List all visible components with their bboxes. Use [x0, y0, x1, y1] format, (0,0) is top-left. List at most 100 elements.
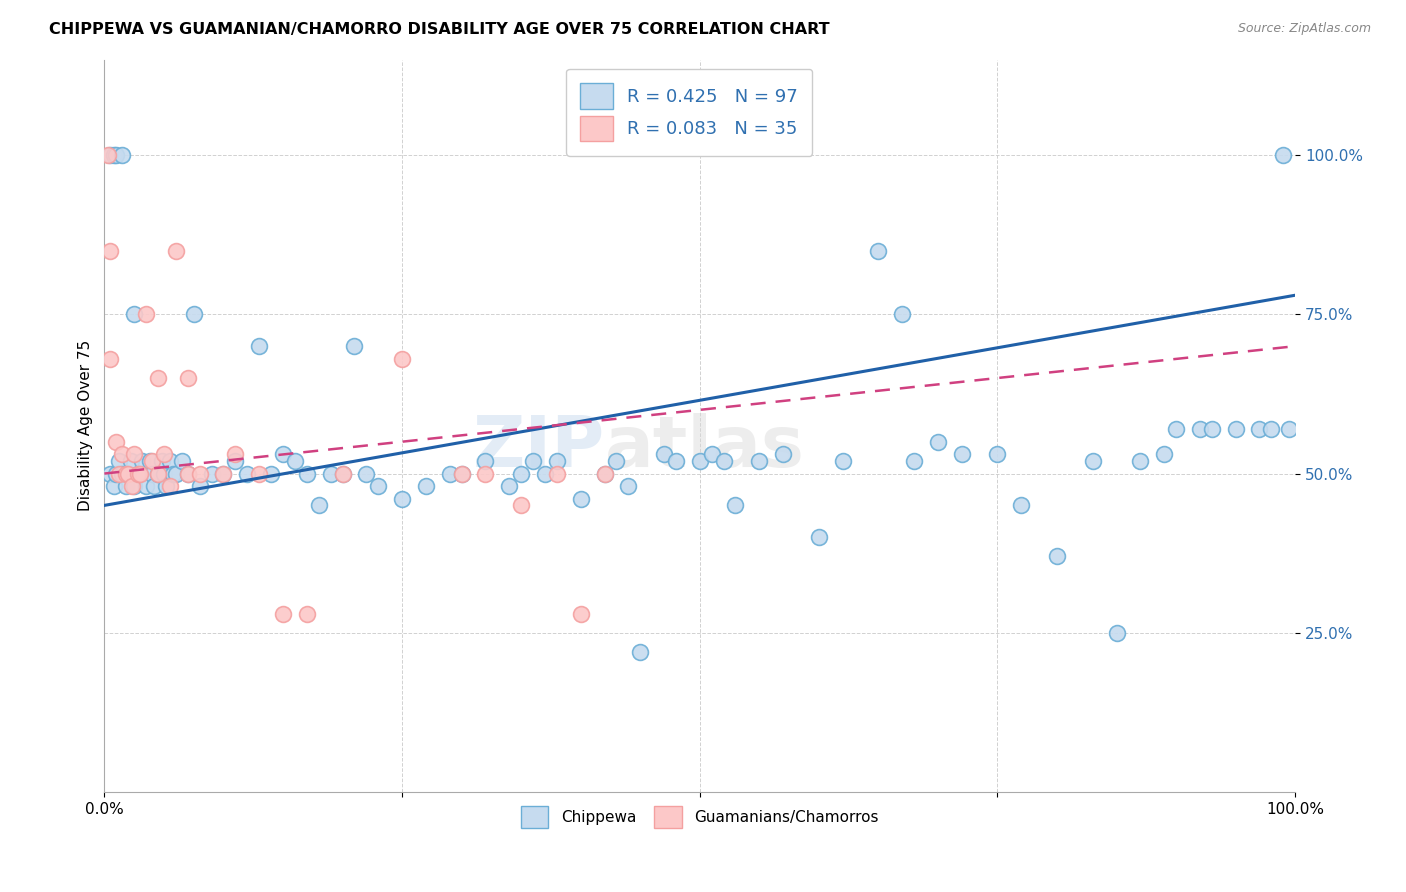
Point — [546, 467, 568, 481]
Point — [121, 479, 143, 493]
Point — [1278, 422, 1301, 436]
Point — [105, 467, 128, 481]
Point — [271, 447, 294, 461]
Point — [605, 454, 627, 468]
Point — [188, 479, 211, 493]
Point — [450, 467, 472, 481]
Point — [105, 148, 128, 162]
Point — [891, 307, 914, 321]
Point — [131, 454, 153, 468]
Point — [308, 499, 330, 513]
Point — [713, 454, 735, 468]
Point — [1129, 454, 1152, 468]
Point — [153, 467, 176, 481]
Point — [1046, 549, 1069, 564]
Point — [117, 467, 139, 481]
Point — [652, 447, 675, 461]
Point — [177, 371, 200, 385]
Point — [439, 467, 461, 481]
Point — [534, 467, 557, 481]
Point — [1260, 422, 1282, 436]
Legend: Chippewa, Guamanians/Chamorros: Chippewa, Guamanians/Chamorros — [513, 798, 886, 836]
Point — [224, 454, 246, 468]
Point — [103, 479, 125, 493]
Point — [1188, 422, 1211, 436]
Point — [295, 607, 318, 621]
Point — [107, 454, 129, 468]
Point — [1153, 447, 1175, 461]
Text: Source: ZipAtlas.com: Source: ZipAtlas.com — [1237, 22, 1371, 36]
Point — [415, 479, 437, 493]
Point — [367, 479, 389, 493]
Point — [159, 479, 181, 493]
Point — [1010, 499, 1032, 513]
Point — [700, 447, 723, 461]
Point — [247, 339, 270, 353]
Point — [111, 148, 134, 162]
Point — [1081, 454, 1104, 468]
Text: ZIP: ZIP — [472, 413, 605, 483]
Point — [165, 467, 187, 481]
Point — [155, 479, 177, 493]
Point — [510, 499, 533, 513]
Point — [98, 351, 121, 366]
Point — [170, 454, 193, 468]
Point — [593, 467, 616, 481]
Point — [510, 467, 533, 481]
Point — [450, 467, 472, 481]
Point — [162, 467, 184, 481]
Point — [117, 467, 139, 481]
Point — [138, 454, 160, 468]
Point — [183, 307, 205, 321]
Point — [1225, 422, 1247, 436]
Point — [150, 454, 173, 468]
Point — [159, 454, 181, 468]
Point — [986, 447, 1008, 461]
Y-axis label: Disability Age Over 75: Disability Age Over 75 — [79, 340, 93, 511]
Point — [146, 371, 169, 385]
Point — [212, 467, 235, 481]
Point — [807, 530, 830, 544]
Point — [522, 454, 544, 468]
Point — [224, 447, 246, 461]
Point — [107, 467, 129, 481]
Point — [724, 499, 747, 513]
Point — [143, 479, 166, 493]
Point — [127, 467, 149, 481]
Point — [474, 467, 496, 481]
Point — [831, 454, 853, 468]
Point — [98, 244, 121, 258]
Point — [120, 454, 142, 468]
Point — [569, 607, 592, 621]
Point — [98, 467, 121, 481]
Text: CHIPPEWA VS GUAMANIAN/CHAMORRO DISABILITY AGE OVER 75 CORRELATION CHART: CHIPPEWA VS GUAMANIAN/CHAMORRO DISABILIT… — [49, 22, 830, 37]
Point — [665, 454, 688, 468]
Point — [177, 467, 200, 481]
Point — [146, 467, 169, 481]
Point — [97, 148, 120, 162]
Point — [332, 467, 354, 481]
Point — [689, 454, 711, 468]
Point — [188, 467, 211, 481]
Point — [343, 339, 366, 353]
Point — [122, 307, 145, 321]
Point — [141, 467, 163, 481]
Point — [135, 479, 157, 493]
Point — [247, 467, 270, 481]
Point — [356, 467, 378, 481]
Point — [1201, 422, 1223, 436]
Point — [284, 454, 307, 468]
Point — [114, 479, 136, 493]
Point — [127, 467, 149, 481]
Point — [98, 148, 121, 162]
Point — [569, 491, 592, 506]
Point — [1105, 625, 1128, 640]
Point — [1249, 422, 1271, 436]
Point — [200, 467, 222, 481]
Point — [593, 467, 616, 481]
Point — [868, 244, 890, 258]
Point — [546, 454, 568, 468]
Point — [950, 447, 973, 461]
Point — [617, 479, 640, 493]
Point — [772, 447, 794, 461]
